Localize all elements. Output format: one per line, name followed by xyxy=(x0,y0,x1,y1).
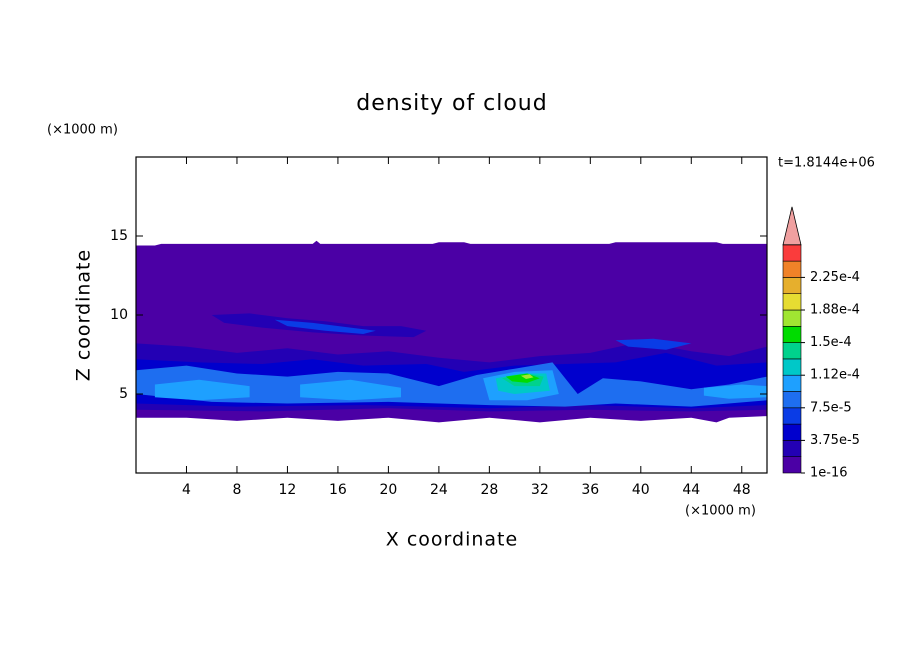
colorbar-box xyxy=(782,358,802,376)
y-tick-label: 5 xyxy=(119,386,128,402)
x-unit: (×1000 m) xyxy=(685,504,756,519)
colorbar-box xyxy=(782,440,802,457)
colorbar-box xyxy=(782,277,802,294)
colorbar-box xyxy=(782,260,802,278)
colorbar-box xyxy=(782,456,802,474)
colorbar-label: 1e-16 xyxy=(810,466,848,481)
colorbar-label: 3.75e-5 xyxy=(810,433,860,448)
contour-region xyxy=(520,374,534,379)
contour-region xyxy=(274,319,376,334)
x-tick-label: 48 xyxy=(733,482,751,498)
colorbar-box xyxy=(782,374,802,392)
colorbar-label: 1.5e-4 xyxy=(810,335,852,350)
y-unit: (×1000 m) xyxy=(47,123,118,138)
x-axis-label: X coordinate xyxy=(386,529,518,551)
contour-region xyxy=(703,384,767,399)
x-tick-label: 28 xyxy=(480,482,498,498)
x-tick-label: 44 xyxy=(682,482,700,498)
y-tick-label: 15 xyxy=(110,228,128,244)
colorbar-label: 1.88e-4 xyxy=(810,303,860,318)
x-tick-label: 20 xyxy=(379,482,397,498)
colorbar-label: 7.5e-5 xyxy=(810,400,852,415)
x-tick-label: 32 xyxy=(531,482,549,498)
y-axis-label: Z coordinate xyxy=(73,249,95,381)
colorbar-box xyxy=(782,293,802,311)
colorbar-box xyxy=(782,342,802,360)
x-tick-label: 12 xyxy=(279,482,297,498)
x-tick-label: 8 xyxy=(232,482,241,498)
contour-region xyxy=(300,379,401,401)
colorbar-box xyxy=(782,391,802,409)
contour-region xyxy=(136,362,767,407)
colorbar-box xyxy=(782,407,802,425)
contour-region xyxy=(154,379,250,401)
colorbar-over xyxy=(782,206,802,246)
colorbar-label: 1.12e-4 xyxy=(810,368,860,383)
contour-region xyxy=(615,338,692,350)
y-tick-label: 10 xyxy=(110,307,128,323)
colorbar-box xyxy=(782,423,802,441)
colorbar-box xyxy=(782,325,802,343)
chart-title: density of cloud xyxy=(356,91,547,116)
time-label: t=1.8144e+06 xyxy=(778,156,875,171)
colorbar-box xyxy=(782,244,802,262)
x-tick-label: 4 xyxy=(182,482,191,498)
x-tick-label: 36 xyxy=(581,482,599,498)
colorbar-label: 2.25e-4 xyxy=(810,270,860,285)
x-tick-label: 24 xyxy=(430,482,448,498)
x-tick-label: 40 xyxy=(632,482,650,498)
colorbar-box xyxy=(782,309,802,327)
x-tick-label: 16 xyxy=(329,482,347,498)
